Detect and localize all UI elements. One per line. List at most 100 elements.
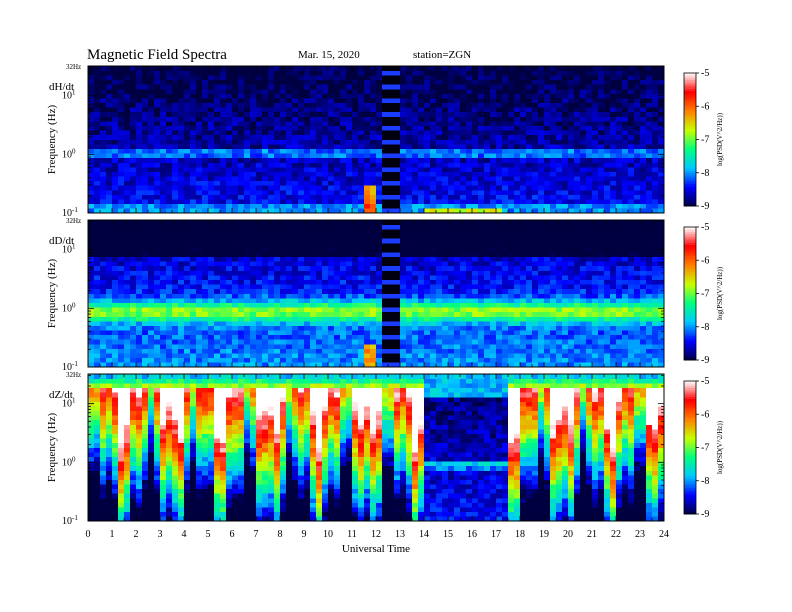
spectrogram-cell <box>142 185 149 191</box>
spectrogram-cell <box>388 185 395 191</box>
spectrogram-cell <box>592 79 599 85</box>
spectrogram-cell <box>148 242 155 248</box>
spectrogram-cell <box>352 348 359 354</box>
spectrogram-cell <box>448 111 455 117</box>
spectrogram-cell <box>298 70 305 76</box>
spectrogram-cell <box>106 194 113 200</box>
spectrogram-cell <box>634 148 641 154</box>
spectrogram-cell <box>454 190 461 195</box>
spectrogram-cell <box>286 111 293 117</box>
spectrogram-cell <box>178 144 185 149</box>
spectrogram-cell <box>100 325 107 331</box>
spectrogram-cell <box>244 279 251 285</box>
spectrogram-cell <box>334 139 341 145</box>
spectrogram-cell <box>490 176 497 182</box>
spectrogram-cell <box>562 180 569 186</box>
spectrogram-cell <box>352 185 359 191</box>
colorbar-swatch <box>684 128 696 132</box>
spectrogram-cell <box>130 302 137 308</box>
spectrogram-cell <box>238 153 245 159</box>
spectrogram-cell <box>202 224 209 230</box>
colorbar-swatch <box>684 81 696 85</box>
spectrogram-cell <box>610 88 617 94</box>
spectrogram-cell <box>382 344 389 349</box>
spectrogram-cell <box>580 134 587 140</box>
spectrogram-cell <box>352 162 359 168</box>
spectrogram-cell <box>484 157 491 163</box>
spectrogram-cell <box>130 107 137 113</box>
spectrogram-cell <box>376 284 383 290</box>
spectrogram-cell <box>214 203 221 209</box>
spectrogram-cell <box>262 153 269 159</box>
spectrogram-cell <box>346 116 353 122</box>
spectrogram-cell <box>142 102 149 108</box>
spectrogram-cell <box>130 233 137 239</box>
spectrogram-cell <box>94 339 101 345</box>
spectrogram-cell <box>316 70 323 76</box>
spectrogram-cell <box>382 153 389 159</box>
spectrogram-cell <box>178 171 185 177</box>
spectrogram-cell <box>154 357 161 363</box>
spectrogram-cell <box>460 102 467 108</box>
spectrogram-cell <box>226 307 233 313</box>
spectrogram-cell <box>310 247 317 253</box>
spectrogram-cell <box>166 316 173 322</box>
spectrogram-cell <box>436 70 443 76</box>
spectrogram-cell <box>358 102 365 108</box>
spectrogram-cell <box>340 130 347 136</box>
spectrogram-cell <box>424 157 431 163</box>
spectrogram-cell <box>508 134 515 140</box>
spectrogram-cell <box>256 148 263 154</box>
spectrogram-cell <box>274 348 281 354</box>
spectrogram-cell <box>460 203 467 209</box>
spectrogram-cell <box>220 275 227 281</box>
spectrogram-cell <box>484 102 491 108</box>
spectrogram-cell <box>286 238 293 244</box>
spectrogram-cell <box>550 176 557 182</box>
spectrogram-cell <box>322 144 329 149</box>
spectrogram-cell <box>292 139 299 145</box>
spectrogram-cell <box>262 194 269 200</box>
spectrogram-cell <box>532 75 539 81</box>
spectrogram-cell <box>238 84 245 90</box>
spectrogram-cell <box>640 180 647 186</box>
spectrogram-cell <box>184 302 191 308</box>
spectrogram-cell <box>286 242 293 248</box>
spectrogram-cell <box>394 75 401 81</box>
spectrogram-cell <box>340 247 347 253</box>
spectrogram-cell <box>430 75 437 81</box>
spectrogram-cell <box>196 134 203 140</box>
spectrogram-cell <box>106 330 113 336</box>
spectrogram-cell <box>184 148 191 154</box>
spectrogram-cell <box>286 233 293 239</box>
spectrogram-cell <box>274 167 281 172</box>
spectrogram-cell <box>370 194 377 200</box>
spectrogram-cell <box>298 302 305 308</box>
spectrogram-cell <box>334 339 341 345</box>
spectrogram-cell <box>328 130 335 136</box>
spectrogram-cell <box>124 203 131 209</box>
spectrogram-cell <box>154 220 161 225</box>
spectrogram-cell <box>184 233 191 239</box>
spectrogram-cell <box>136 224 143 230</box>
spectrogram-cell <box>178 284 185 290</box>
spectrogram-cell <box>358 190 365 195</box>
spectrogram-cell <box>412 157 419 163</box>
spectrogram-cell <box>184 362 191 368</box>
colorbar-swatch <box>684 77 696 81</box>
spectrogram-cell <box>610 79 617 85</box>
spectrogram-cell <box>436 208 443 214</box>
spectrogram-cell <box>118 93 125 99</box>
spectrogram-cell <box>652 79 659 85</box>
spectrogram-cell <box>148 176 155 182</box>
spectrogram-cell <box>454 199 461 205</box>
spectrogram-cell <box>100 279 107 285</box>
spectrogram-cell <box>244 116 251 122</box>
spectrogram-cell <box>148 353 155 359</box>
spectrogram-cell <box>274 190 281 195</box>
spectrogram-cell <box>340 288 347 294</box>
spectrogram-cell <box>178 252 185 258</box>
spectrogram-cell <box>172 242 179 248</box>
spectrogram-cell <box>646 79 653 85</box>
spectrogram-cell <box>262 144 269 149</box>
